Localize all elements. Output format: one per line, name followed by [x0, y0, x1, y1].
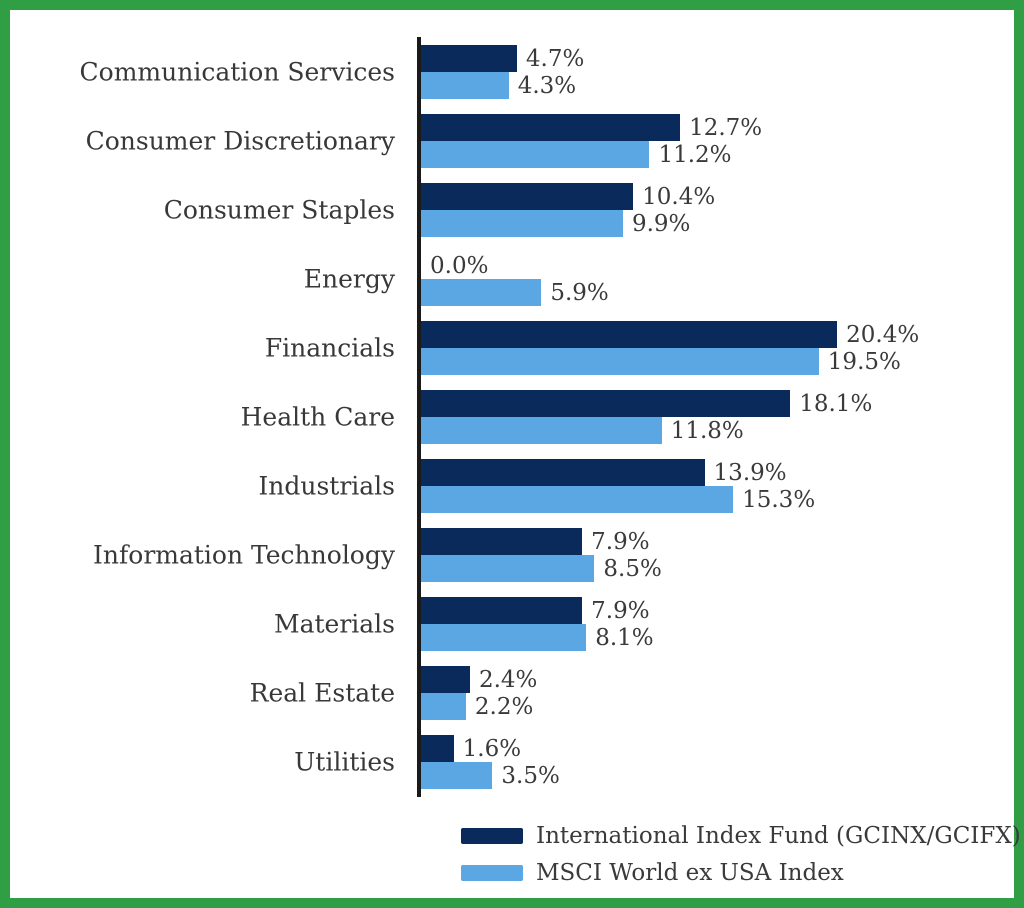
category-group: Industrials 13.9% 15.3% [258, 459, 1007, 513]
fund-bar [421, 735, 454, 762]
benchmark-bar [421, 762, 493, 789]
value-label: 3.5% [501, 762, 560, 789]
category-group: Consumer Discretionary 12.7% 11.2% [86, 114, 1007, 168]
category-group: Information Technology 7.9% 8.5% [93, 528, 1007, 582]
fund-bar [421, 459, 705, 486]
value-label: 11.2% [658, 141, 732, 168]
category-label: Information Technology [93, 540, 395, 570]
bar-row: 8.1% [421, 624, 1007, 651]
category-label: Industrials [258, 471, 395, 501]
bar-row: 1.6% [421, 735, 1007, 762]
value-label: 10.4% [642, 183, 716, 210]
benchmark-bar [421, 210, 623, 237]
fund-bar [421, 666, 470, 693]
value-label: 7.9% [591, 597, 650, 624]
bar-row: 7.9% [421, 597, 1007, 624]
category-label: Health Care [240, 402, 395, 432]
benchmark-bar [421, 555, 595, 582]
plot-area: Communication Services 4.7% 4.3% Consumer D… [80, 37, 1007, 797]
value-label: 19.5% [827, 348, 901, 375]
bar-row: 0.0% [421, 252, 1007, 279]
benchmark-bar [421, 72, 509, 99]
fund-bar [421, 321, 838, 348]
category-label: Consumer Staples [163, 195, 395, 225]
value-label: 8.1% [595, 624, 654, 651]
bar-row: 11.8% [421, 417, 1007, 444]
bar-row: 11.2% [421, 141, 1007, 168]
value-label: 15.3% [742, 486, 816, 513]
category-group: Real Estate 2.4% 2.2% [250, 666, 1007, 720]
category-label: Financials [264, 333, 395, 363]
category-group: Energy 0.0% 5.9% [304, 252, 1007, 306]
value-label: 12.7% [689, 114, 763, 141]
legend-item-benchmark: MSCI World ex USA Index [461, 860, 1014, 886]
value-label: 2.4% [478, 666, 538, 693]
category-group: Financials 20.4% 19.5% [265, 321, 1007, 375]
benchmark-bar [421, 279, 542, 306]
category-label: Materials [273, 609, 395, 639]
value-label: 18.1% [799, 390, 873, 417]
bar-row: 5.9% [421, 279, 1007, 306]
fund-bar [421, 390, 791, 417]
bar-row: 18.1% [421, 390, 1007, 417]
value-label: 9.9% [631, 210, 691, 237]
category-label: Communication Services [79, 57, 395, 87]
bar-row: 10.4% [421, 183, 1007, 210]
benchmark-bar [421, 348, 819, 375]
value-label: 8.5% [603, 555, 662, 582]
category-group: Communication Services 4.7% 4.3% [80, 45, 1007, 99]
category-label: Utilities [294, 747, 395, 777]
value-label: 7.9% [591, 528, 650, 555]
category-label: Energy [303, 264, 395, 294]
value-label: 4.7% [525, 45, 585, 72]
value-label: 5.9% [550, 279, 609, 306]
value-label: 4.3% [517, 72, 577, 99]
benchmark-bar [421, 624, 587, 651]
value-label: 0.0% [430, 252, 489, 279]
value-label: 2.2% [474, 693, 534, 720]
bar-row: 3.5% [421, 762, 1007, 789]
benchmark-bar [421, 141, 650, 168]
bar-row: 15.3% [421, 486, 1007, 513]
legend-swatch-fund [461, 828, 523, 844]
category-label: Consumer Discretionary [85, 126, 395, 156]
value-label: 20.4% [846, 321, 920, 348]
category-group: Health Care 18.1% 11.8% [241, 390, 1007, 444]
bar-row: 4.3% [421, 72, 1007, 99]
legend: International Index Fund (GCINX/GCIFX) M… [461, 823, 1021, 886]
bar-row: 8.5% [421, 555, 1007, 582]
bar-row: 7.9% [421, 528, 1007, 555]
benchmark-bar [421, 417, 662, 444]
bar-row: 12.7% [421, 114, 1007, 141]
value-label: 11.8% [670, 417, 744, 444]
fund-bar [421, 597, 583, 624]
benchmark-bar [421, 486, 734, 513]
legend-label-benchmark: MSCI World ex USA Index [536, 860, 844, 886]
benchmark-bar [421, 693, 466, 720]
bar-row: 19.5% [421, 348, 1007, 375]
category-group: Materials 7.9% 8.1% [274, 597, 1007, 651]
category-group: Utilities 1.6% 3.5% [294, 735, 1007, 789]
fund-bar [421, 114, 681, 141]
bar-row: 2.4% [421, 666, 1007, 693]
value-label: 1.6% [462, 735, 522, 762]
bar-row: 20.4% [421, 321, 1007, 348]
bar-row: 13.9% [421, 459, 1007, 486]
fund-bar [421, 45, 517, 72]
value-label: 13.9% [713, 459, 787, 486]
bar-row: 9.9% [421, 210, 1007, 237]
bar-row: 2.2% [421, 693, 1007, 720]
category-group: Consumer Staples 10.4% 9.9% [164, 183, 1007, 237]
legend-label-fund: International Index Fund (GCINX/GCIFX) [536, 823, 1021, 849]
category-label: Real Estate [249, 678, 395, 708]
fund-bar [421, 528, 583, 555]
legend-swatch-benchmark [461, 865, 523, 881]
fund-bar [421, 183, 634, 210]
legend-item-fund: International Index Fund (GCINX/GCIFX) [461, 823, 1021, 849]
bar-row: 4.7% [421, 45, 1007, 72]
sector-allocation-chart: Communication Services 4.7% 4.3% Consumer D… [10, 10, 1021, 886]
